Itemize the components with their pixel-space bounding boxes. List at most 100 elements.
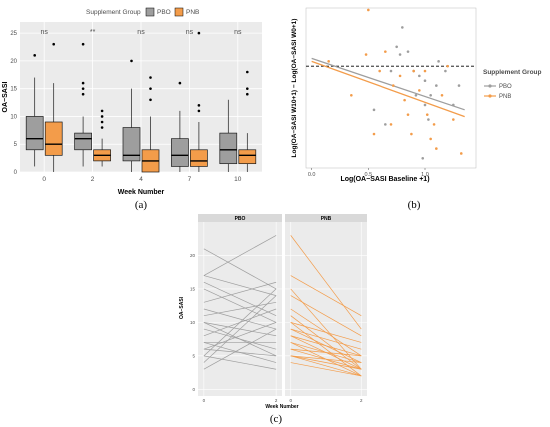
xtick-label-b: 1.0 (421, 172, 429, 178)
subject-line-pnb (290, 348, 362, 357)
point-pbo (429, 93, 432, 97)
point-pbo (437, 60, 440, 63)
legend-a-title: Supplement Group (86, 9, 141, 16)
point-pbo (423, 79, 427, 83)
point-pnb (452, 118, 455, 121)
ytick-label-c: 0 (192, 387, 195, 392)
significance-label: ns (186, 29, 194, 36)
caption-b: (b) (408, 199, 421, 211)
subject-line-pbo (203, 301, 277, 317)
marks-a (25, 31, 257, 173)
axes-b: 0.0 0.5 1.0 (308, 168, 429, 178)
significance-label: ns (234, 29, 242, 36)
panel-a: Supplement Group PBO PNB 0 5 10 15 20 25 0 ns 2 *… (2, 7, 262, 211)
subject-line-pnb (290, 355, 362, 363)
subject-line-pnb (290, 328, 362, 350)
subject-line-pbo (203, 281, 277, 317)
point-pbo (444, 69, 447, 73)
subject-line-pbo (203, 288, 277, 323)
panel-b: 0.0 0.5 1.0 Log(OA−SASI Baseline +1) Log(O… (291, 7, 542, 211)
point-pnb (378, 69, 381, 73)
legend-b-title: Supplement Group (483, 69, 542, 76)
axes-a: 0 5 10 15 20 25 0 ns 2 ** 4 ns 7 ns 10 ns (10, 29, 242, 183)
subject-line-pnb (290, 355, 362, 377)
box-pbo (171, 138, 189, 167)
significance-label: ns (137, 29, 145, 36)
box-pbo (74, 132, 92, 151)
outlier-point (81, 92, 85, 96)
subject-line-pbo (203, 328, 277, 370)
point-pbo (457, 84, 461, 87)
point-pnb (367, 8, 370, 12)
point-pbo (423, 103, 427, 107)
ytick-label-a: 15 (10, 87, 17, 93)
subject-line-pnb (290, 275, 362, 316)
outlier-point (197, 109, 201, 113)
ylabel-b: Log(OA−SASI W10+1) − Log(OA−SASI W0+1) (291, 19, 298, 158)
outlier-point (100, 115, 104, 118)
subject-line-pnb (290, 235, 362, 330)
outlier-point (246, 70, 249, 74)
ylabel-c: OA−SASI (179, 296, 185, 319)
legend-b: Supplement Group PBO PNB (483, 69, 542, 100)
subject-line-pbo (203, 288, 277, 357)
ytick-label-c: 5 (192, 353, 195, 358)
outlier-point (81, 87, 85, 90)
point-pnb (327, 60, 330, 63)
subject-line-pnb (290, 308, 362, 357)
outlier-point (100, 120, 104, 124)
outlier-point (246, 92, 249, 96)
point-pnb (446, 64, 449, 68)
point-pbo (395, 45, 398, 49)
outlier-point (149, 98, 152, 102)
point-pnb (389, 123, 393, 126)
subject-line-pbo (203, 328, 277, 350)
point-pbo (435, 84, 438, 87)
box-pnb (238, 149, 257, 165)
subject-line-pbo (203, 308, 277, 330)
ytick-label-c: 10 (190, 320, 196, 325)
legend-a: Supplement Group PBO PNB (86, 7, 199, 17)
strip-pnb (285, 214, 367, 222)
point-pnb (423, 69, 427, 73)
xtick-label-a: 10 (234, 176, 242, 183)
outlier-point (100, 126, 104, 129)
point-pbo (427, 118, 430, 121)
xtick-label-a: 7 (188, 176, 192, 183)
box-pnb (44, 121, 63, 156)
xlabel-c: Week Number (265, 404, 298, 410)
point-pnb (372, 132, 376, 136)
subject-line-pnb (290, 355, 362, 370)
outlier-point (197, 31, 201, 35)
box-pbo (219, 132, 238, 165)
marks-b (306, 8, 476, 160)
point-pbo (372, 108, 376, 112)
subject-line-pbo (203, 281, 277, 303)
point-pbo (398, 53, 402, 56)
xlabel-a: Week Number (118, 189, 165, 196)
ytick-label-c: 20 (190, 253, 196, 258)
legend-a-pnb-swatch (174, 7, 184, 17)
box-pnb (190, 149, 208, 167)
xtick-label-b: 0.0 (308, 172, 316, 178)
point-pnb (435, 147, 438, 150)
point-pnb (440, 93, 444, 97)
ytick-label-a: 10 (10, 114, 17, 120)
outlier-point (246, 87, 249, 90)
point-pnb (425, 113, 429, 116)
caption-a: (a) (135, 199, 148, 211)
outlier-point (81, 42, 85, 46)
marks-c (203, 235, 362, 377)
point-pnb (391, 84, 395, 87)
xtick-label-b: 0.5 (365, 172, 373, 178)
significance-label: ns (40, 29, 48, 36)
point-pnb (398, 74, 402, 78)
point-pnb (412, 69, 415, 73)
legend-b-pbo-point (488, 84, 492, 88)
outlier-point (100, 109, 104, 113)
point-pbo (421, 157, 425, 160)
point-pnb (459, 152, 463, 155)
